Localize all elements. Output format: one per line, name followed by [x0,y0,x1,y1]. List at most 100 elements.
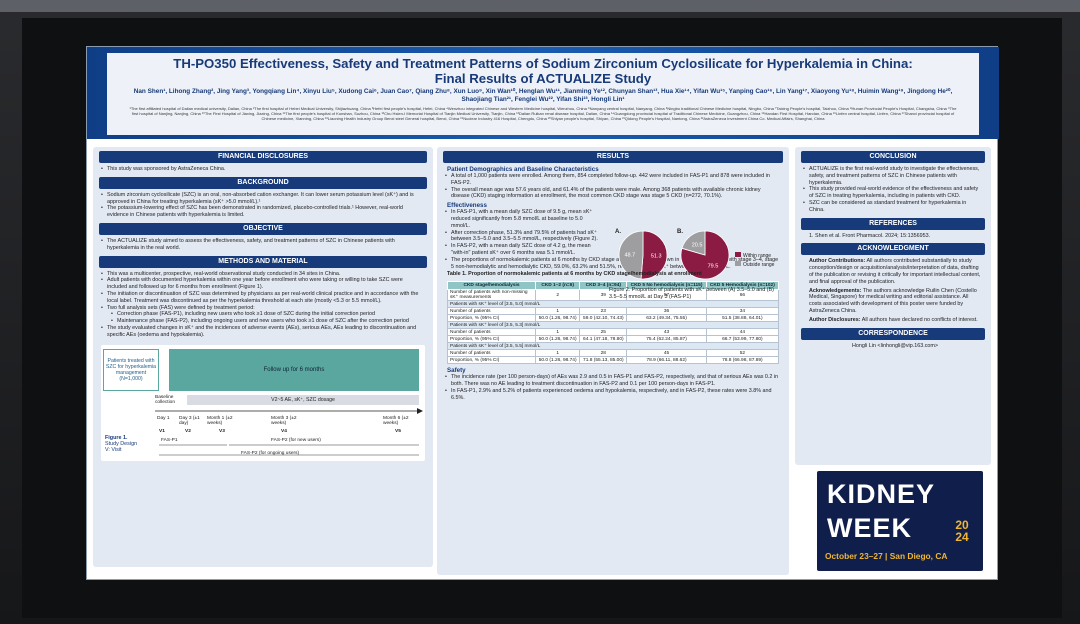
day3-label: Day 3 (±1 day) [179,415,200,426]
effectiveness-left-bullets: In FAS-P1, with a mean daily SZC dose of… [437,209,609,257]
table1-cell: Proportion, % (95% CI) [447,356,536,365]
results-heading: RESULTS [443,151,783,163]
background-bullet: Sodium zirconium cyclosilicate (SZC) is … [93,192,433,206]
timeline-arrow [155,407,423,414]
safety-heading: Safety [447,367,466,375]
pie-value-label: 51.3 [651,254,662,260]
correspondence-text: Hongli Lin <linhongli@vip.163.com> [851,342,939,349]
financial-text: This study was sponsored by AstraZeneca … [93,166,433,173]
table1-cell: 50.0 (1.26, 98.74) [534,335,581,344]
pie-value-label: 20.5 [692,242,703,248]
fas-p1-label: FAS-P1 [161,437,178,443]
conclusion-bullet: This study provided real-world evidence … [795,186,991,200]
table1-row: Number of patients 1 23 36 34 [447,307,780,316]
references-heading: REFERENCES [801,217,985,230]
pie-slice [681,230,706,256]
table1-cell: Number of patients with non-missing sK⁺ … [447,289,536,302]
figure2-pie-charts: A. 51.3 48.7 B. 79.5 20.5 Within range Outside … [615,229,775,280]
table1-row: Proportion, % (95% CI) 50.0 (1.26, 98.74)… [447,356,780,365]
table1-cell: 63.2 (49.34, 75.55) [626,314,707,323]
legend-swatch [735,261,741,266]
logo-dates: October 23–27 | San Diego, CA [825,551,948,561]
table1-row: Number of patients 1 25 43 44 [447,328,780,337]
effectiveness-bullet: After correction phase, 51.3% and 79.5% … [437,230,609,244]
reference-item: 1. Shen et al. Front Pharmacol. 2024; 15… [809,232,931,239]
correspondence-heading: CORRESPONDENCE [801,327,985,340]
table1-cell: 25 [579,328,628,337]
table1-cell: Number of patients [447,307,536,316]
acknowledgements: Acknowledgements: The authors acknowledg… [809,287,977,314]
table1-cell: 1 [534,307,581,316]
table1-group-row: Patients with sK⁺ level of [3.5, 5.3] mm… [447,321,779,330]
effectiveness-bullet: In FAS-P1, with a mean daily SZC dose of… [437,209,609,229]
methods-heading: METHODS AND MATERIAL [99,255,427,268]
safety-bullet: The incidence rate (per 100 person-days)… [437,374,789,388]
baseline-label: Baseline collection [155,394,175,406]
visit-v3: V3 [219,428,225,434]
table1-group-label: Patients with sK⁺ level of [3.5, 5.3] mm… [447,321,779,330]
safety-bullet: In FAS-P1, 2.9% and 5.2% of patients exp… [437,388,789,402]
objective-text: The ACTUALIZE study aimed to assess the … [93,238,433,252]
table1-cell: 50.0 (1.26, 98.74) [534,314,581,323]
visit-v4: V4 [281,428,287,434]
demographics-bullet: A total of 1,000 patients were enrolled.… [437,173,789,187]
header-panel: TH-PO350 Effectiveness, Safety and Treat… [107,53,979,135]
acknowledgment-heading: ACKNOWLEDGMENT [801,243,985,256]
methods-sub-bullet: Correction phase (FAS-P1), including new… [93,311,433,318]
table1-cell: 66 [705,289,780,302]
table1-group-label: Patients with sK⁺ level of [3.5, 5.5] mm… [447,342,779,351]
table1-cell: Number of patients [447,349,536,358]
kidney-week-logo: KIDNEY WEEK 20 24 October 23–27 | San Di… [817,471,983,571]
table1-cell: 50.0 (1.26, 98.74) [534,356,581,365]
author-disclosures: Author Disclosures: All authors have dec… [809,316,978,323]
table1-cell: 1 [534,328,581,337]
table1-row: Proportion, % (95% CI) 50.0 (1.26, 98.74)… [447,335,780,344]
table1-cell: 2 [534,289,581,302]
pie-panel-label: B. [677,229,683,235]
pie-value-label: 79.5 [708,264,719,270]
fas-p2-ongoing-label: FAS-P2 (for ongoing users) [241,450,300,456]
right-column: CONCLUSION ACTUALIZE is the first real-w… [795,147,991,465]
background-bullet: The potassium-lowering effect of SZC has… [93,205,433,219]
table1-row: Proportion, % (95% CI) 50.0 (1.26, 98.74)… [447,314,780,323]
table1-cell: 66.7 (53.99, 77.80) [705,335,780,344]
table1-group-row: Patients with sK⁺ level of [3.5, 5.5] mm… [447,342,779,351]
table1-cell: 52 [705,349,780,358]
table1-row: Number of patients 1 28 45 52 [447,349,780,358]
table1-cell: Proportion, % (95% CI) [447,335,536,344]
top-strip [0,0,1080,12]
visit-v1: V1 [159,428,165,434]
legend-label: Within range [743,253,771,259]
fas-p2-new-label: FAS-P2 (for new users) [271,437,321,443]
objective-heading: OBJECTIVE [99,222,427,235]
poster-title: TH-PO350 Effectiveness, Safety and Treat… [107,56,979,86]
table1-cell: 43 [626,328,707,337]
table1-cell: 71.8 (55.13, 85.00) [579,356,628,365]
table1-cell: 78.8 (66.98, 87.89) [705,356,780,365]
table1-cell: 51.5 (38.88, 64.01) [705,314,780,323]
visit-v5: V5 [395,428,401,434]
methods-bullet: This was a multicenter, prospective, rea… [93,271,433,278]
followup-bar: Follow up for 6 months [169,348,419,391]
effectiveness-heading: Effectiveness [447,202,487,210]
figure2-caption: Figure 2. Proportion of patients with sK… [609,287,774,300]
demographics-heading: Patient Demographics and Baseline Charac… [447,166,599,173]
visit-bar: V2~5 AE, sK⁺, SZC dosage [187,394,419,405]
table1-cell: Proportion, % (95% CI) [447,314,536,323]
author-list: Nan Shen¹, Lihong Zhang², Jing Yang³, Yo… [133,88,953,103]
table1-cell: 44 [705,328,780,337]
patients-box: Patients treated with SZC for hyperkalem… [103,348,159,391]
conclusion-bullet: ACTUALIZE is the first real-world study … [795,166,991,186]
table1-cell: 1 [534,349,581,358]
conclusion-bullet: SZC can be considered as standard treatm… [795,200,991,214]
author-contributions: Author Contributions: All authors contri… [809,258,981,285]
effectiveness-bullet: The proportions of normokalemic patients… [437,257,789,271]
demographics-bullet: The overall mean age was 57.6 years old,… [437,187,789,201]
table1-cell: 45 [626,349,707,358]
month3-label: Month 3 (±2 weeks) [271,415,297,426]
left-column: FINANCIAL DISCLOSURES This study was spo… [93,147,433,567]
conclusion-heading: CONCLUSION [801,151,985,163]
methods-sub-bullet: Maintenance phase (FAS-P2), including on… [93,318,433,325]
table1-header-cell: CKD stage/hemodialysis [447,281,536,291]
visit-v2: V2 [185,428,191,434]
